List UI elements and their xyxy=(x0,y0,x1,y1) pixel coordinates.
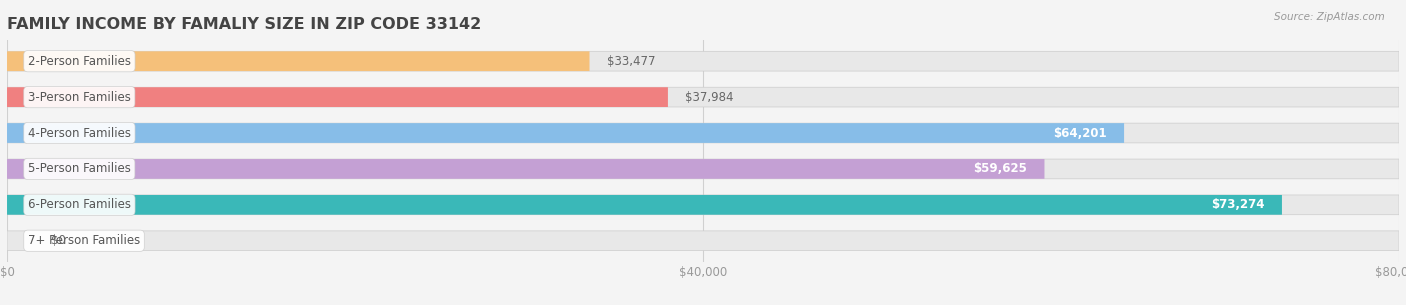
Text: $59,625: $59,625 xyxy=(973,163,1026,175)
Text: 4-Person Families: 4-Person Families xyxy=(28,127,131,139)
Text: $73,274: $73,274 xyxy=(1211,198,1264,211)
FancyBboxPatch shape xyxy=(7,195,1399,215)
FancyBboxPatch shape xyxy=(7,87,668,107)
Text: $0: $0 xyxy=(51,234,66,247)
Text: $33,477: $33,477 xyxy=(607,55,655,68)
Text: 5-Person Families: 5-Person Families xyxy=(28,163,131,175)
Text: 3-Person Families: 3-Person Families xyxy=(28,91,131,104)
FancyBboxPatch shape xyxy=(7,159,1399,179)
FancyBboxPatch shape xyxy=(7,123,1399,143)
FancyBboxPatch shape xyxy=(7,195,1282,215)
FancyBboxPatch shape xyxy=(7,231,1399,251)
Text: $64,201: $64,201 xyxy=(1053,127,1107,139)
FancyBboxPatch shape xyxy=(7,51,1399,71)
Text: 2-Person Families: 2-Person Families xyxy=(28,55,131,68)
FancyBboxPatch shape xyxy=(7,51,589,71)
Text: FAMILY INCOME BY FAMALIY SIZE IN ZIP CODE 33142: FAMILY INCOME BY FAMALIY SIZE IN ZIP COD… xyxy=(7,16,481,31)
Text: 7+ Person Families: 7+ Person Families xyxy=(28,234,141,247)
Text: Source: ZipAtlas.com: Source: ZipAtlas.com xyxy=(1274,12,1385,22)
FancyBboxPatch shape xyxy=(7,159,1045,179)
FancyBboxPatch shape xyxy=(7,87,1399,107)
Text: $37,984: $37,984 xyxy=(685,91,734,104)
Text: 6-Person Families: 6-Person Families xyxy=(28,198,131,211)
FancyBboxPatch shape xyxy=(7,123,1123,143)
